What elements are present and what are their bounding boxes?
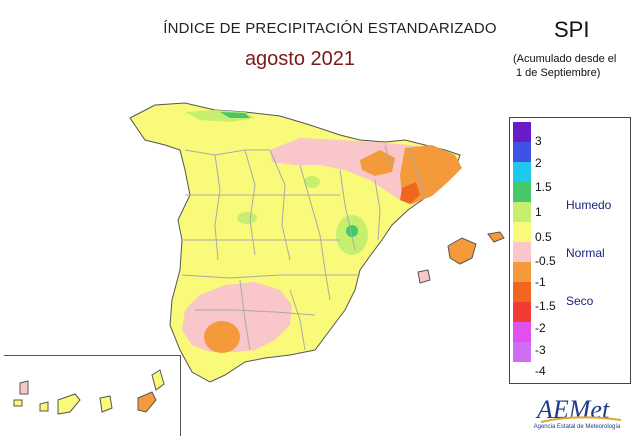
aemet-logo: AEMet — [535, 395, 622, 424]
legend-tick: -0.5 — [535, 254, 556, 268]
menorca — [487, 231, 505, 243]
mallorca — [447, 237, 477, 265]
legend-swatch — [513, 182, 531, 202]
legend-swatch — [513, 322, 531, 342]
coast-severe-drought — [400, 182, 420, 204]
legend-tick: -3 — [535, 343, 546, 357]
interior-wet-spot-1 — [304, 176, 320, 188]
legend-tick: -2 — [535, 321, 546, 335]
map-subtitle: agosto 2021 — [244, 48, 356, 70]
canary-inset-frame — [4, 355, 181, 436]
north-wet-spot — [220, 112, 250, 118]
legend-dry-label: Seco — [566, 294, 594, 308]
legend-swatch — [513, 122, 531, 142]
legend-swatch — [513, 282, 531, 302]
east-wet-core — [346, 225, 358, 237]
legend-tick: 0.5 — [535, 230, 552, 244]
legend-swatch — [513, 202, 531, 222]
legend-tick: -1 — [535, 275, 546, 289]
ibiza — [417, 269, 431, 284]
interior-wet-spot-2 — [237, 212, 257, 224]
legend-tick: 2 — [535, 156, 542, 170]
southwest-drought — [204, 321, 240, 353]
index-code: SPI — [554, 17, 590, 42]
legend-swatch — [513, 342, 531, 362]
province-borders — [181, 144, 426, 351]
legend-normal-label: Normal — [566, 246, 605, 260]
legend-swatch — [513, 302, 531, 322]
legend-tick: 1 — [535, 205, 542, 219]
logo-caption: Agencia Estatal de Meteorología — [533, 424, 621, 430]
legend-wet-label: Humedo — [566, 198, 612, 212]
legend-swatch — [513, 162, 531, 182]
legend-tick: -4 — [535, 364, 546, 378]
legend-tick: 3 — [535, 134, 542, 148]
legend-swatch — [513, 262, 531, 282]
legend-tick: 1.5 — [535, 180, 552, 194]
legend-swatch — [513, 242, 531, 262]
accumulation-note-line2: 1 de Septiembre) — [516, 67, 601, 79]
legend-tick: -1.5 — [535, 299, 556, 313]
legend-swatch — [513, 142, 531, 162]
canary-islands — [13, 369, 165, 415]
aragon-drought — [360, 150, 395, 176]
legend-swatch — [513, 222, 531, 242]
logo-wordmark: AEMet — [535, 395, 610, 424]
accumulation-note-line1: (Acumulado desde el — [513, 53, 617, 65]
map-title: ÍNDICE DE PRECIPITACIÓN ESTANDARIZADO — [163, 20, 497, 37]
